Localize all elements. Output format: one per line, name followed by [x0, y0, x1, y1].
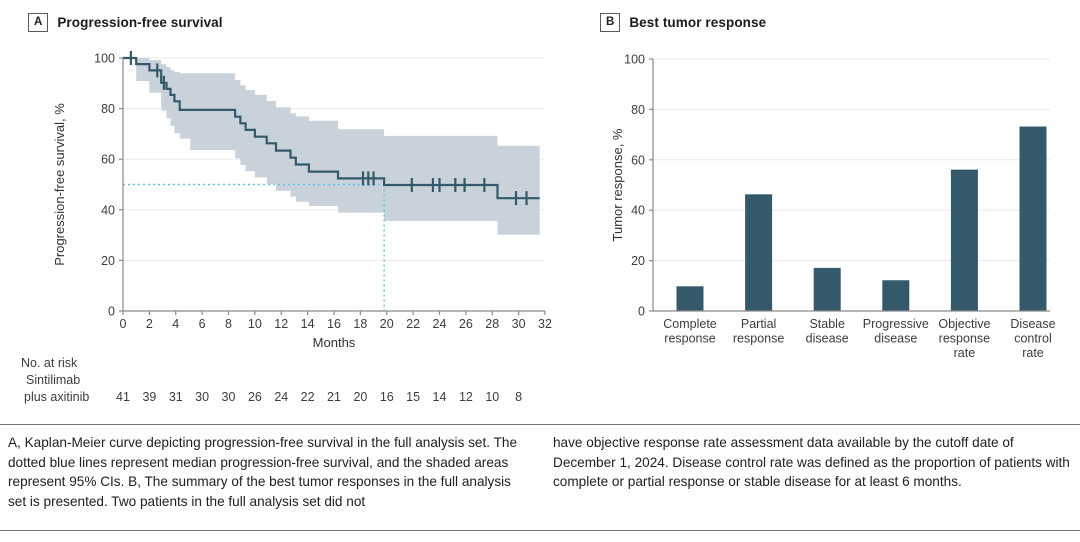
at-risk-value: 24 — [274, 390, 289, 404]
number-at-risk-table: No. at risk Sintilimab plus axitinib 41 3… — [0, 350, 560, 412]
bar-progressive-disease — [882, 280, 910, 311]
panel-b-letter: B — [600, 13, 621, 32]
y-tick-label: 0 — [638, 305, 645, 319]
panel-b-title-text: Best tumor response — [629, 14, 767, 30]
category-label: Partial response — [733, 317, 784, 346]
confidence-interval-band — [123, 58, 540, 235]
at-risk-value: 20 — [353, 390, 368, 404]
panel-a-title-text: Progression-free survival — [57, 14, 223, 30]
at-risk-value: 10 — [485, 390, 500, 404]
y-tick-label: 80 — [101, 102, 115, 116]
bar-partial-response — [745, 194, 773, 311]
bar-stable-disease — [813, 267, 841, 311]
figure-caption: A, Kaplan-Meier curve depicting progress… — [0, 424, 1080, 531]
bar-chart-svg: 0 20 40 60 80 100 Complete response Partial respo… — [610, 53, 1056, 361]
category-label: Stable disease — [806, 317, 849, 346]
category-label: Complete response — [663, 317, 717, 346]
x-tick-label: 32 — [538, 317, 552, 331]
at-risk-value: 12 — [458, 390, 473, 404]
x-tick-label: 26 — [459, 317, 473, 331]
category-label: Disease control rate — [1010, 317, 1055, 360]
x-tick-label: 22 — [406, 317, 420, 331]
at-risk-value: 14 — [432, 390, 447, 404]
caption-left-column: A, Kaplan-Meier curve depicting progress… — [8, 435, 518, 509]
x-tick-label: 14 — [301, 317, 315, 331]
at-risk-value: 22 — [300, 390, 315, 404]
kaplan-meier-chart: 0 2 4 6 8 10 12 14 16 18 20 22 24 26 28 30 32 0 20 40 60 80 10… — [0, 40, 560, 360]
panel-a-title: A Progression-free survival — [28, 13, 223, 32]
x-tick-label: 2 — [146, 317, 153, 331]
x-tick-label: 20 — [380, 317, 394, 331]
x-tick-label: 18 — [353, 317, 367, 331]
at-risk-value: 8 — [515, 390, 523, 404]
y-tick-label: 60 — [101, 153, 115, 167]
y-axis-title: Progression-free survival, % — [52, 103, 67, 266]
y-tick-label: 40 — [101, 203, 115, 217]
x-tick-label: 16 — [327, 317, 341, 331]
bar-objective-response-rate — [950, 169, 978, 311]
category-label: Objective response rate — [938, 317, 990, 360]
at-risk-heading: No. at risk — [21, 356, 78, 370]
y-tick-label: 80 — [631, 103, 645, 117]
x-tick-label: 30 — [512, 317, 526, 331]
y-tick-label: 60 — [631, 153, 645, 167]
at-risk-value: 30 — [195, 390, 210, 404]
y-tick-label: 40 — [631, 204, 645, 218]
kaplan-meier-svg: 0 2 4 6 8 10 12 14 16 18 20 22 24 26 28 30 3202040608010… — [52, 51, 552, 350]
caption-right-column: have objective response rate assessment … — [553, 435, 1070, 489]
y-tick-label: 0 — [108, 305, 115, 319]
x-axis-title: Months — [313, 335, 356, 350]
at-risk-value: 26 — [247, 390, 262, 404]
panel-b-title: B Best tumor response — [600, 13, 766, 32]
x-tick-label: 8 — [225, 317, 232, 331]
at-risk-value: 15 — [406, 390, 421, 404]
at-risk-group-name-line1: Sintilimab — [26, 373, 81, 387]
at-risk-group-name-line2: plus axitinib — [24, 390, 90, 404]
x-tick-label: 6 — [199, 317, 206, 331]
at-risk-value: 41 — [116, 390, 130, 404]
at-risk-value: 21 — [327, 390, 341, 404]
at-risk-value: 39 — [142, 390, 157, 404]
x-tick-label: 12 — [274, 317, 288, 331]
x-tick-label: 24 — [433, 317, 447, 331]
panel-a-letter: A — [28, 13, 49, 32]
y-axis-title: Tumor response, % — [610, 128, 625, 241]
y-tick-label: 20 — [101, 254, 115, 268]
y-tick-label: 100 — [624, 53, 645, 67]
x-tick-label: 4 — [172, 317, 179, 331]
y-tick-label: 20 — [631, 254, 645, 268]
caption-bottom-rule — [0, 530, 1080, 531]
at-risk-value: 31 — [168, 390, 183, 404]
tumor-response-bar-chart: 0 20 40 60 80 100 Complete response Partial respo… — [600, 40, 1080, 400]
at-risk-value: 30 — [221, 390, 236, 404]
x-tick-label: 0 — [120, 317, 127, 331]
at-risk-value: 16 — [379, 390, 394, 404]
bar-disease-control-rate — [1019, 126, 1047, 311]
bar-complete-response — [676, 286, 704, 311]
category-label: Progressive disease — [863, 317, 929, 346]
x-tick-label: 10 — [248, 317, 262, 331]
y-tick-label: 100 — [94, 52, 115, 66]
x-tick-label: 28 — [485, 317, 499, 331]
